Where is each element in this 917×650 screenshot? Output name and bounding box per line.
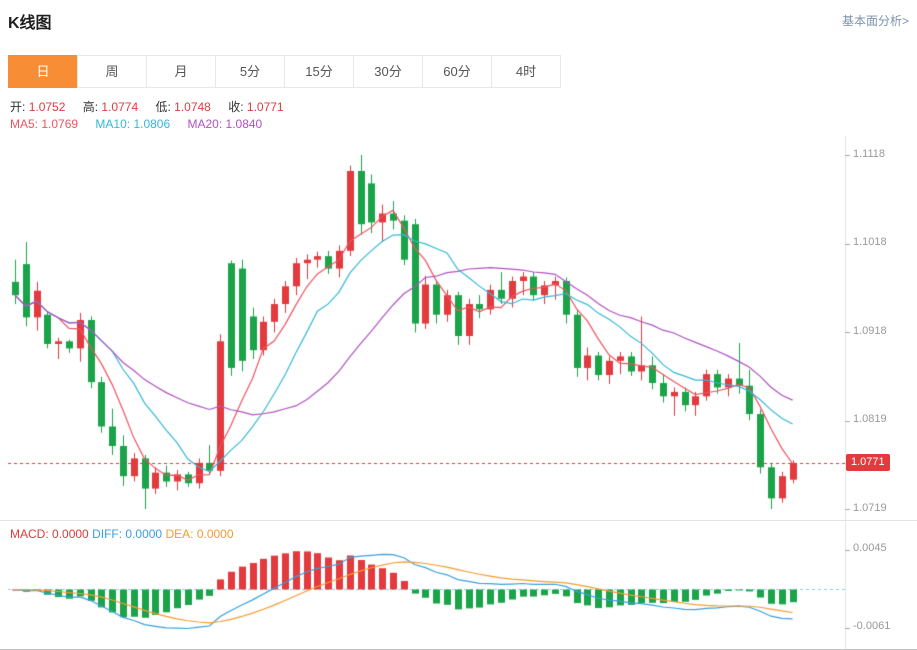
diff-label: DIFF: <box>92 527 123 541</box>
macd-item: MACD: 0.0000 <box>10 527 89 541</box>
timeframe-tabs: 日 周 月 5分 15分 30分 60分 4时 <box>8 55 561 88</box>
tab-15min[interactable]: 15分 <box>284 55 354 88</box>
y-axis-label: 1.1118 <box>853 148 886 160</box>
ma10-value: 1.0806 <box>133 117 171 131</box>
macd-chart-canvas[interactable] <box>0 520 917 650</box>
ma5-label: MA5: <box>10 117 39 131</box>
tab-5min[interactable]: 5分 <box>215 55 285 88</box>
ma20-label: MA20: <box>187 117 223 131</box>
ma20-value: 1.0840 <box>225 117 263 131</box>
tab-60min[interactable]: 60分 <box>422 55 492 88</box>
current-price-tag: 1.0771 <box>846 454 890 471</box>
ma5-value: 1.0769 <box>41 117 79 131</box>
diff-value: 0.0000 <box>125 527 163 541</box>
close-value: 1.0771 <box>246 100 284 114</box>
tab-4hour[interactable]: 4时 <box>491 55 561 88</box>
macd-value: 0.0000 <box>52 527 89 541</box>
open-item: 开: 1.0752 <box>10 100 65 114</box>
y-axis-label: 1.0819 <box>853 413 887 425</box>
ma5-item: MA5: 1.0769 <box>10 117 78 131</box>
tab-30min[interactable]: 30分 <box>353 55 423 88</box>
tab-month[interactable]: 月 <box>146 55 216 88</box>
macd-legend: MACD: 0.0000 DIFF: 0.0000 DEA: 0.0000 <box>10 527 234 541</box>
close-label: 收: <box>228 100 244 114</box>
ma-legend: MA5: 1.0769 MA10: 1.0806 MA20: 1.0840 <box>10 117 276 131</box>
high-label: 高: <box>82 100 99 114</box>
dea-item: DEA: 0.0000 <box>165 527 233 541</box>
low-label: 低: <box>155 100 171 114</box>
ma10-label: MA10: <box>95 117 131 131</box>
page-title: K线图 <box>8 15 52 32</box>
low-value: 1.0748 <box>174 100 211 114</box>
ma20-item: MA20: 1.0840 <box>187 117 262 131</box>
macd-axis-label: 0.0045 <box>853 542 887 554</box>
ohlc-legend: 开: 1.0752 高: 1.0774 低: 1.0748 收: 1.0771 <box>10 98 298 115</box>
tab-day[interactable]: 日 <box>8 55 78 88</box>
dea-label: DEA: <box>165 527 194 541</box>
low-item: 低: 1.0748 <box>155 100 210 114</box>
candlestick-chart-canvas[interactable] <box>0 136 917 520</box>
y-axis-label: 1.0719 <box>853 502 887 514</box>
dea-value: 0.0000 <box>196 527 234 541</box>
open-label: 开: <box>10 100 26 114</box>
diff-item: DIFF: 0.0000 <box>92 527 162 541</box>
y-axis-label: 1.1018 <box>853 236 887 248</box>
tab-week[interactable]: 周 <box>77 55 147 88</box>
high-item: 高: 1.0774 <box>83 100 138 114</box>
fundamental-analysis-link[interactable]: 基本面分析> <box>841 14 909 28</box>
high-value: 1.0774 <box>101 100 139 114</box>
y-axis-label: 1.0918 <box>853 325 887 337</box>
macd-axis-label: -0.0061 <box>853 620 891 632</box>
macd-label: MACD: <box>10 527 49 541</box>
ma10-item: MA10: 1.0806 <box>95 117 170 131</box>
open-value: 1.0752 <box>28 100 66 114</box>
close-item: 收: 1.0771 <box>228 100 283 114</box>
